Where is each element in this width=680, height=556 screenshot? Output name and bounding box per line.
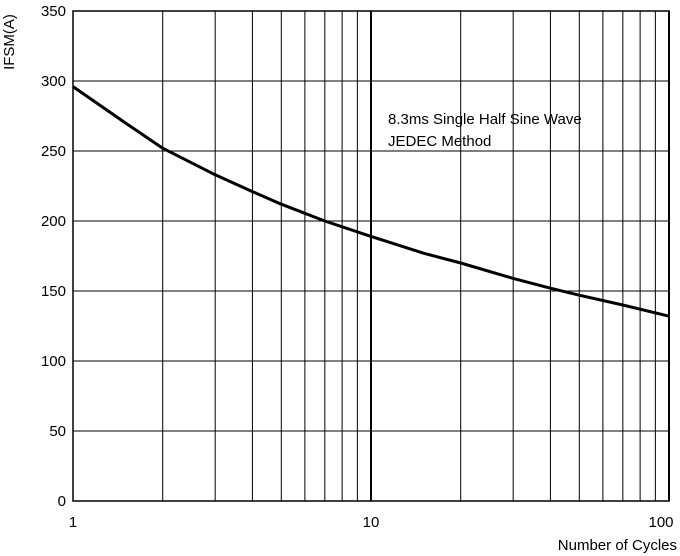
y-tick-label: 150 bbox=[41, 283, 66, 300]
y-tick-label: 350 bbox=[41, 3, 66, 20]
series-line bbox=[72, 85, 670, 318]
y-tick-label: 0 bbox=[58, 493, 66, 510]
y-tick-labels: 0 50 100 150 200 250 300 350 bbox=[41, 3, 66, 510]
y-tick-label: 50 bbox=[49, 423, 66, 440]
grid bbox=[73, 10, 670, 502]
x-tick-label: 10 bbox=[363, 514, 380, 531]
annotation-line-2: JEDEC Method bbox=[388, 133, 491, 150]
y-tick-label: 300 bbox=[41, 73, 66, 90]
x-tick-labels: 1 10 100 bbox=[69, 514, 674, 531]
x-tick-label: 1 bbox=[69, 514, 77, 531]
y-axis-label: IFSM(A) bbox=[1, 14, 18, 70]
annotation-line-1: 8.3ms Single Half Sine Wave bbox=[388, 111, 582, 128]
y-tick-label: 100 bbox=[41, 353, 66, 370]
plot-frame bbox=[72, 10, 670, 502]
y-tick-label: 250 bbox=[41, 143, 66, 160]
x-tick-label: 100 bbox=[648, 514, 673, 531]
y-tick-label: 200 bbox=[41, 213, 66, 230]
x-axis-label: Number of Cycles bbox=[558, 537, 677, 554]
